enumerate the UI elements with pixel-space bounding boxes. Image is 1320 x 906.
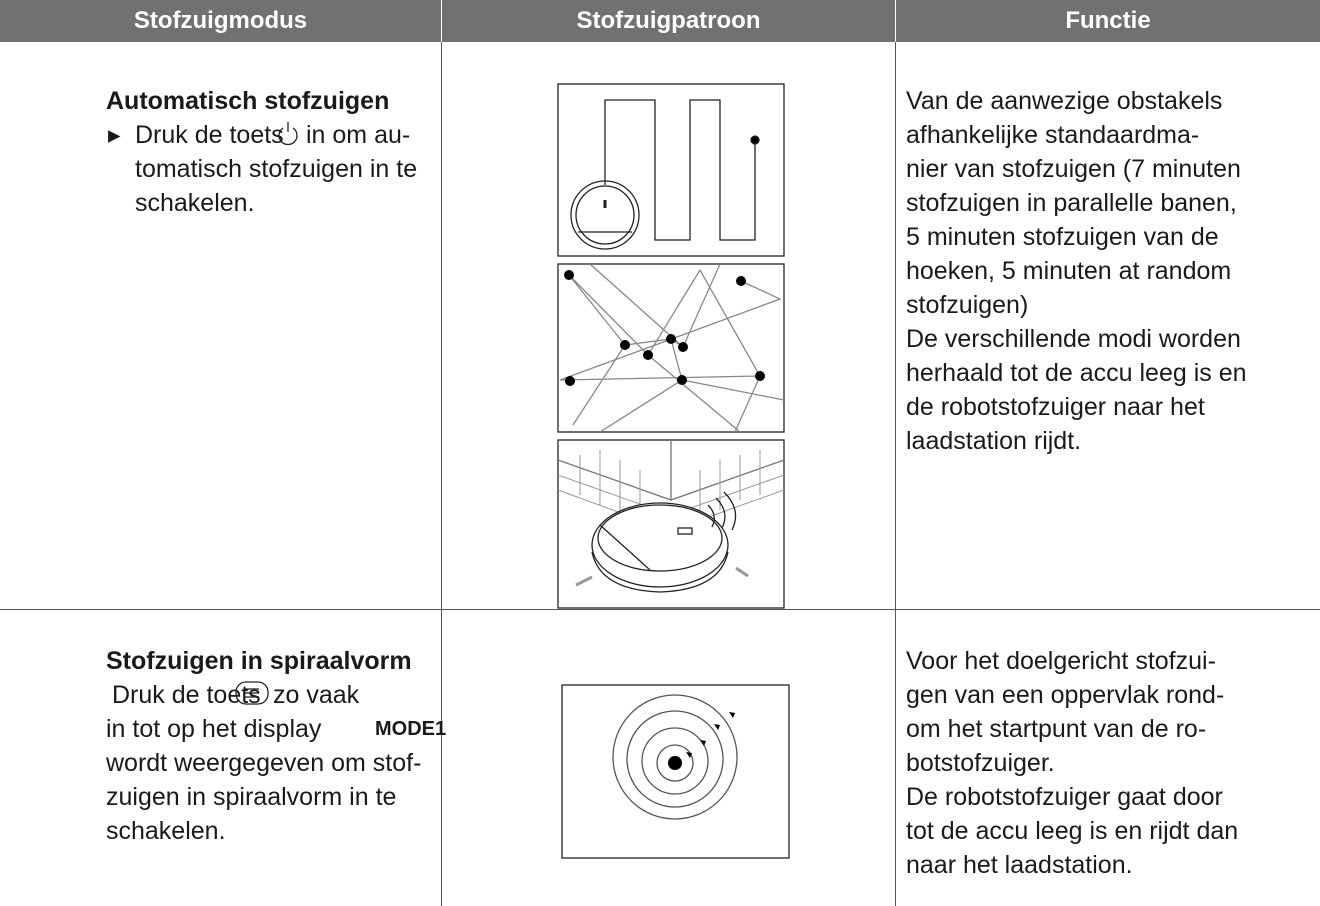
- function-line: tot de accu leeg is en rijdt dan: [906, 817, 1239, 845]
- mode-title: Automatisch stofzuigen: [106, 87, 390, 115]
- header-cell: Stofzuigmodus: [0, 0, 441, 42]
- menu-icon: [235, 681, 269, 705]
- function-line: Van de aanwezige obstakels: [906, 87, 1223, 115]
- function-line: botstofzuiger.: [906, 749, 1055, 777]
- cell-border: [441, 42, 442, 906]
- function-line: 5 minuten stofzuigen van de: [906, 223, 1219, 251]
- pattern-random: [557, 263, 785, 433]
- function-line: afhankelijke standaardma-: [906, 121, 1200, 149]
- function-line: stofzuigen in parallelle banen,: [906, 189, 1237, 217]
- function-line: naar het laadstation.: [906, 851, 1133, 879]
- function-line: om het startpunt van de ro-: [906, 715, 1207, 743]
- header-cell: Stofzuigpatroon: [442, 0, 895, 42]
- header-cell: Functie: [896, 0, 1320, 42]
- function-line: de robotstofzuiger naar het: [906, 393, 1205, 421]
- pattern-parallel: [557, 83, 785, 257]
- mode-title: Stofzuigen in spiraalvorm: [106, 647, 412, 675]
- display-text: MODE1: [375, 718, 447, 740]
- instruction: in tot op het display: [106, 715, 322, 743]
- function-line: De verschillende modi worden: [906, 325, 1241, 353]
- function-line: stofzuigen): [906, 291, 1029, 319]
- instruction: zo vaak: [273, 681, 360, 709]
- function-line: De robotstofzuiger gaat door: [906, 783, 1223, 811]
- instruction: in om au-: [306, 121, 411, 149]
- instruction-line: schakelen.: [106, 817, 226, 845]
- function-line: herhaald tot de accu leeg is en: [906, 359, 1247, 387]
- function-line: Voor het doelgericht stofzui-: [906, 647, 1216, 675]
- cell-border: [0, 609, 1320, 610]
- instruction-line: schakelen.: [135, 189, 255, 217]
- cell-border: [895, 42, 896, 906]
- instruction: Druk de toets: [135, 121, 284, 149]
- instruction-line: wordt weergegeven om stof-: [106, 749, 422, 777]
- pattern-corners: [557, 439, 785, 609]
- instruction-line: zuigen in spiraalvorm in te: [106, 783, 397, 811]
- bullet: ▸: [108, 121, 121, 149]
- function-line: laadstation rijdt.: [906, 427, 1082, 455]
- function-line: hoeken, 5 minuten at random: [906, 257, 1232, 285]
- pattern-spiral: [561, 684, 790, 859]
- power-icon: [278, 122, 298, 146]
- instruction-line: tomatisch stofzuigen in te: [135, 155, 418, 183]
- function-line: nier van stofzuigen (7 minuten: [906, 155, 1241, 183]
- function-line: gen van een oppervlak rond-: [906, 681, 1225, 709]
